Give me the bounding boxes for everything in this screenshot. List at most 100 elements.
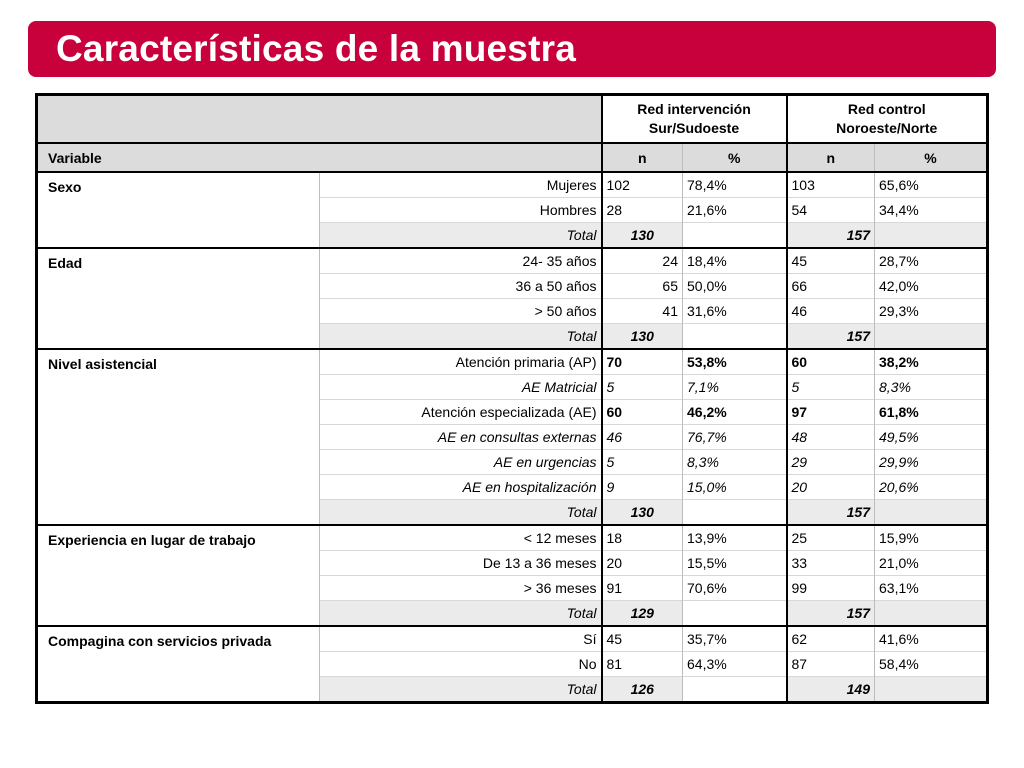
pct-control: 21,0%: [874, 550, 988, 576]
row-label: AE en consultas externas: [319, 424, 602, 450]
row-label: No: [319, 651, 602, 677]
table-row: Hombres 28 21,6% 54 34,4%: [37, 197, 988, 223]
section-name: Nivel asistencial: [36, 348, 320, 525]
table-row: Nivel asistencial Atención primaria (AP) 7…: [36, 348, 988, 525]
total-n-intervencion: 130: [600, 499, 683, 525]
pct-control: 61,8%: [874, 399, 988, 425]
title-bar: Características de la muestra: [28, 21, 996, 77]
total-n-control: 157: [785, 499, 875, 525]
pct-intervencion: 18,4%: [682, 247, 787, 274]
pct-control: 34,4%: [874, 197, 988, 223]
total-empty-pct-control: [874, 323, 988, 349]
table-row: AE Matricial 5 7,1% 5 8,3%: [37, 374, 988, 400]
total-n-intervencion: 129: [600, 600, 683, 626]
n-control: 62: [785, 625, 875, 652]
total-row: Total 130 157: [37, 222, 988, 248]
pct-intervencion: 15,0%: [682, 474, 787, 500]
n-intervencion: 65: [600, 273, 683, 299]
row-label: AE en urgencias: [319, 449, 602, 475]
n-header-control: n: [785, 143, 875, 172]
total-label: Total: [319, 323, 602, 349]
pct-intervencion: 64,3%: [682, 651, 787, 677]
slide-title: Características de la muestra: [56, 28, 576, 69]
table-row: No 81 64,3% 87 58,4%: [37, 651, 988, 677]
n-intervencion: 45: [600, 625, 683, 652]
sub-header-row: Variable n % n %: [36, 143, 988, 172]
n-intervencion: 20: [600, 550, 683, 576]
total-empty-pct-control: [874, 499, 988, 525]
table-row: > 36 meses 91 70,6% 99 63,1%: [37, 575, 988, 601]
pct-header-intervencion: %: [682, 143, 787, 172]
section-name: Compagina con servicios privada: [36, 625, 320, 703]
n-header-intervencion: n: [600, 143, 683, 172]
pct-control: 8,3%: [874, 374, 988, 400]
n-intervencion: 81: [600, 651, 683, 677]
section-name: Edad: [36, 247, 320, 349]
pct-intervencion: 13,9%: [682, 524, 787, 551]
total-empty-pct-control: [874, 222, 988, 248]
pct-control: 49,5%: [874, 424, 988, 450]
n-control: 60: [785, 348, 875, 375]
total-label: Total: [319, 600, 602, 626]
total-n-intervencion: 126: [600, 676, 683, 703]
pct-intervencion: 50,0%: [682, 273, 787, 299]
n-control: 66: [785, 273, 875, 299]
total-empty-pct-control: [874, 600, 988, 626]
header-red-intervencion-line1: Red intervención: [637, 101, 751, 117]
pct-control: 15,9%: [874, 524, 988, 551]
n-intervencion: 70: [600, 348, 683, 375]
row-label: AE en hospitalización: [319, 474, 602, 500]
n-intervencion: 102: [600, 171, 683, 198]
row-label: < 12 meses: [319, 524, 602, 551]
pct-intervencion: 7,1%: [682, 374, 787, 400]
row-label: Hombres: [319, 197, 602, 223]
table-row: AE en urgencias 5 8,3% 29 29,9%: [37, 449, 988, 475]
n-intervencion: 28: [600, 197, 683, 223]
row-label: 24- 35 años: [319, 247, 602, 274]
total-empty-pct-intervencion: [682, 499, 787, 525]
pct-control: 58,4%: [874, 651, 988, 677]
pct-intervencion: 78,4%: [682, 171, 787, 198]
n-control: 103: [785, 171, 875, 198]
pct-control: 41,6%: [874, 625, 988, 652]
n-control: 54: [785, 197, 875, 223]
row-label: 36 a 50 años: [319, 273, 602, 299]
pct-control: 29,9%: [874, 449, 988, 475]
total-n-control: 157: [785, 222, 875, 248]
table-row: > 50 años 41 31,6% 46 29,3%: [37, 298, 988, 324]
pct-intervencion: 53,8%: [682, 348, 787, 375]
pct-control: 29,3%: [874, 298, 988, 324]
n-control: 46: [785, 298, 875, 324]
pct-control: 65,6%: [874, 171, 988, 198]
row-label: Sí: [319, 625, 602, 652]
n-control: 45: [785, 247, 875, 274]
row-label: > 50 años: [319, 298, 602, 324]
table-row: Compagina con servicios privada Sí 45 35,7%…: [36, 625, 988, 703]
pct-control: 20,6%: [874, 474, 988, 500]
total-label: Total: [319, 499, 602, 525]
n-control: 5: [785, 374, 875, 400]
total-empty-pct-intervencion: [682, 600, 787, 626]
n-intervencion: 5: [600, 449, 683, 475]
section-name: Experiencia en lugar de trabajo: [36, 524, 320, 626]
total-n-control: 157: [785, 323, 875, 349]
pct-intervencion: 70,6%: [682, 575, 787, 601]
n-control: 99: [785, 575, 875, 601]
total-row: Total 129 157: [37, 600, 988, 626]
n-intervencion: 46: [600, 424, 683, 450]
pct-intervencion: 35,7%: [682, 625, 787, 652]
table-row: Edad 24- 35 años 24 18,4% 45 28,7%: [36, 247, 988, 349]
pct-intervencion: 46,2%: [682, 399, 787, 425]
pct-control: 42,0%: [874, 273, 988, 299]
pct-intervencion: 15,5%: [682, 550, 787, 576]
pct-intervencion: 31,6%: [682, 298, 787, 324]
n-control: 48: [785, 424, 875, 450]
total-empty-pct-intervencion: [682, 676, 787, 703]
pct-intervencion: 76,7%: [682, 424, 787, 450]
sample-characteristics-table: Red intervención Sur/Sudoeste Red contro…: [35, 93, 989, 704]
n-intervencion: 9: [600, 474, 683, 500]
row-label: De 13 a 36 meses: [319, 550, 602, 576]
n-intervencion: 91: [600, 575, 683, 601]
pct-control: 28,7%: [874, 247, 988, 274]
n-control: 29: [785, 449, 875, 475]
